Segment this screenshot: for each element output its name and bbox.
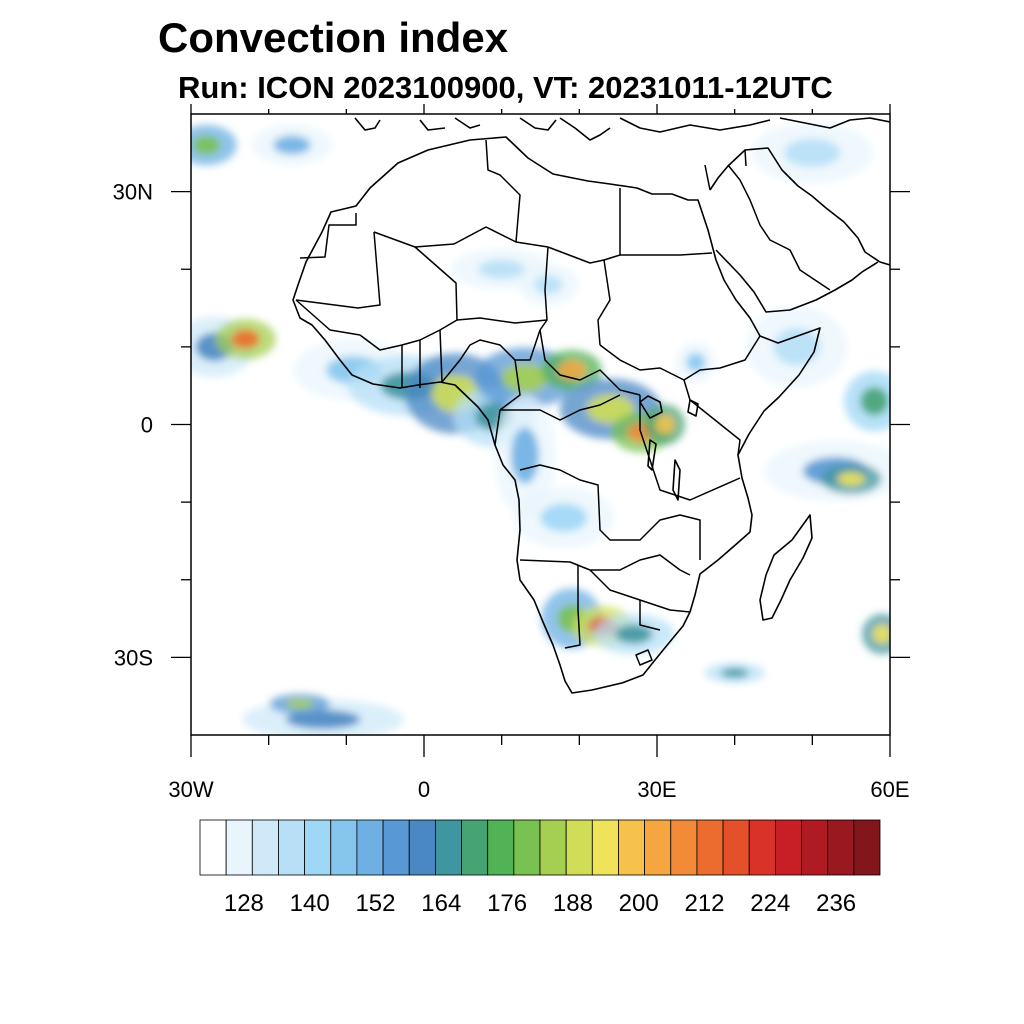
convection-cell <box>860 387 889 416</box>
colorbar-swatch <box>827 819 855 876</box>
great-lakes <box>639 395 699 501</box>
colorbar-swatch <box>356 819 384 876</box>
colorbar-swatch <box>304 819 332 876</box>
colorbar <box>199 819 881 876</box>
convection-cell <box>534 275 563 295</box>
colorbar-label: 140 <box>290 890 330 917</box>
colorbar-label: 164 <box>421 890 461 917</box>
convection-cell <box>615 624 653 644</box>
colorbar-swatch <box>251 819 279 876</box>
colorbar-swatch <box>722 819 750 876</box>
colorbar-swatch <box>565 819 593 876</box>
colorbar-label: 152 <box>355 890 395 917</box>
axis-tick-labels: 30W 0 30E 60E 30N 0 30S <box>113 180 910 802</box>
x-tick-label: 30E <box>637 777 676 802</box>
colorbar-swatch <box>434 819 462 876</box>
colorbar-swatch <box>487 819 515 876</box>
colorbar-label: 188 <box>553 890 593 917</box>
colorbar-label: 200 <box>619 890 659 917</box>
colorbar-swatch <box>225 819 253 876</box>
colorbar-swatch <box>696 819 724 876</box>
colorbar-label: 176 <box>487 890 527 917</box>
colorbar-label: 128 <box>224 890 264 917</box>
colorbar-swatch <box>670 819 698 876</box>
colorbar-label: 212 <box>684 890 724 917</box>
colorbar-swatch <box>644 819 672 876</box>
colorbar-swatch <box>618 819 646 876</box>
colorbar-labels: 128 140 152 164 176 188 200 212 224 236 <box>224 890 856 917</box>
coastlines <box>292 117 890 694</box>
colorbar-swatch <box>801 819 829 876</box>
colorbar-label: 236 <box>816 890 856 917</box>
y-tick-label: 30N <box>113 180 153 205</box>
convection-cell <box>192 135 221 155</box>
colorbar-swatch <box>748 819 776 876</box>
convection-cell <box>655 415 675 434</box>
run-valid-time-subtitle: Run: ICON 2023100900, VT: 20231011-12UTC <box>178 70 833 105</box>
axis-ticks <box>171 104 910 757</box>
colorbar-swatch <box>853 819 881 876</box>
convection-cell <box>720 668 749 678</box>
map-title: Convection index <box>158 14 509 61</box>
convection-cell <box>837 471 866 486</box>
convection-cell <box>231 329 260 349</box>
convection-field <box>191 122 890 735</box>
convection-cell <box>557 360 586 380</box>
convection-cell <box>478 259 525 279</box>
colorbar-swatch <box>330 819 358 876</box>
colorbar-swatch <box>539 819 567 876</box>
convection-cell <box>285 699 314 709</box>
convection-cell <box>773 328 821 366</box>
colorbar-swatch <box>278 819 306 876</box>
colorbar-swatch <box>382 819 410 876</box>
convection-cell <box>501 363 549 392</box>
country-borders <box>295 139 831 666</box>
colorbar-swatch <box>774 819 802 876</box>
africa-coastline <box>292 136 821 694</box>
x-tick-label: 30W <box>168 777 213 802</box>
convection-cell <box>540 503 588 532</box>
colorbar-label: 224 <box>750 890 790 917</box>
colorbar-swatch <box>408 819 436 876</box>
colorbar-swatch <box>591 819 619 876</box>
convection-cell <box>686 353 706 372</box>
madagascar-coastline <box>759 514 813 621</box>
convection-cell <box>285 710 361 729</box>
x-tick-label: 60E <box>870 777 909 802</box>
arabian-peninsula-coastline <box>709 147 890 313</box>
colorbar-swatch <box>199 819 227 876</box>
convection-cell <box>872 624 890 644</box>
x-tick-label: 0 <box>418 777 430 802</box>
convection-cell <box>510 427 539 484</box>
y-tick-label: 30S <box>114 645 153 670</box>
europe-coastline <box>354 117 890 141</box>
colorbar-swatch <box>461 819 489 876</box>
colorbar-swatch <box>513 819 541 876</box>
convection-cell <box>273 135 311 155</box>
convection-cell <box>587 395 634 423</box>
convection-cell <box>784 138 841 167</box>
y-tick-label: 0 <box>141 413 153 438</box>
